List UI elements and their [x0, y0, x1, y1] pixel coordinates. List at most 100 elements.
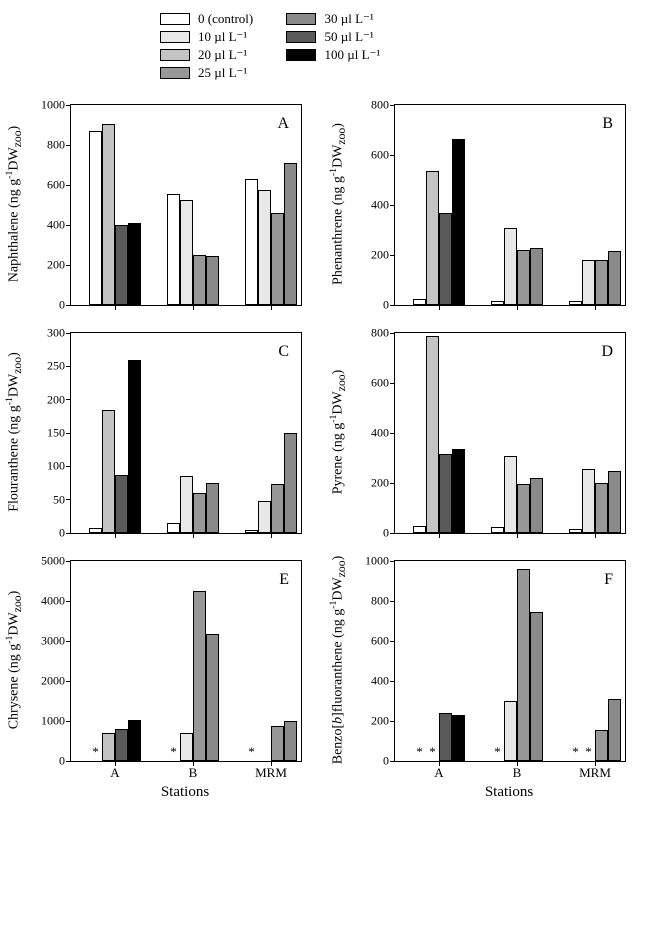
y-tick: [390, 205, 395, 206]
bar: [504, 228, 517, 306]
bar: [284, 163, 297, 305]
y-tick: [66, 561, 71, 562]
y-tick-label: 800: [355, 98, 389, 113]
bar: [258, 190, 271, 305]
bar: [115, 475, 128, 533]
bar: [595, 730, 608, 761]
bar: [608, 471, 621, 534]
panel-letter: C: [278, 343, 289, 361]
legend-col-2: 30 µl L⁻¹50 µl L⁻¹100 µl L⁻¹: [286, 10, 380, 64]
bar: [595, 260, 608, 305]
bar: [271, 213, 284, 305]
y-tick-label: 50: [31, 492, 65, 507]
bar: [102, 124, 115, 305]
legend-item: 100 µl L⁻¹: [286, 46, 380, 64]
y-tick: [66, 641, 71, 642]
bar: [439, 454, 452, 533]
legend-swatch: [286, 49, 316, 61]
asterisk-marker: *: [585, 744, 592, 760]
bar: [595, 483, 608, 533]
legend-swatch: [286, 13, 316, 25]
x-tick: [271, 533, 272, 538]
chart-panel-A: Naphthalene (ng g-1DWzoo)020040060080010…: [24, 100, 324, 350]
y-tick: [66, 333, 71, 334]
asterisk-marker: *: [494, 744, 501, 760]
bar: [193, 591, 206, 761]
bar: [115, 729, 128, 761]
y-tick-label: 300: [31, 326, 65, 341]
y-tick-label: 800: [355, 326, 389, 341]
legend-swatch: [160, 13, 190, 25]
x-tick-label: MRM: [579, 765, 611, 781]
x-axis-label: Stations: [70, 784, 300, 801]
x-tick-label: B: [189, 765, 198, 781]
legend-item: 20 µl L⁻¹: [160, 46, 253, 64]
bar: [284, 433, 297, 533]
bar: [504, 456, 517, 534]
bar: [530, 248, 543, 306]
bar: [582, 260, 595, 305]
bar: [167, 194, 180, 305]
y-axis-label: Flouranthene (ng g-1DWzoo): [4, 352, 24, 512]
y-tick-label: 0: [31, 298, 65, 313]
bar: [102, 410, 115, 533]
x-tick: [193, 533, 194, 538]
bar: [115, 225, 128, 305]
asterisk-marker: *: [429, 744, 436, 760]
bar: [426, 171, 439, 305]
y-tick-label: 600: [355, 148, 389, 163]
y-tick: [390, 641, 395, 642]
y-axis-label: Pyrene (ng g-1DWzoo): [328, 370, 348, 495]
x-tick: [595, 305, 596, 310]
y-tick-label: 400: [355, 674, 389, 689]
panel-letter: D: [601, 343, 613, 361]
legend-item: 30 µl L⁻¹: [286, 10, 380, 28]
y-tick-label: 1000: [31, 714, 65, 729]
bar: [284, 721, 297, 761]
y-tick: [66, 433, 71, 434]
y-tick: [390, 721, 395, 722]
y-tick: [66, 305, 71, 306]
bar: [426, 336, 439, 534]
y-tick: [390, 483, 395, 484]
asterisk-marker: *: [248, 744, 255, 760]
y-tick: [66, 601, 71, 602]
panel-letter: B: [602, 115, 613, 133]
figure-container: 0 (control)10 µl L⁻¹20 µl L⁻¹25 µl L⁻¹ 3…: [0, 0, 652, 930]
y-tick: [66, 721, 71, 722]
y-tick: [390, 681, 395, 682]
y-tick: [390, 255, 395, 256]
x-tick-label: A: [110, 765, 119, 781]
y-tick: [390, 761, 395, 762]
panel-row: Chrysene (ng g-1DWzoo)010002000300040005…: [0, 556, 652, 810]
y-axis-label: Naphthalene (ng g-1DWzoo): [4, 126, 24, 282]
y-tick-label: 800: [31, 138, 65, 153]
bar: [128, 360, 141, 533]
bar: [128, 720, 141, 761]
y-tick-label: 0: [31, 754, 65, 769]
bar: [530, 478, 543, 533]
y-axis-label: Phenanthrene (ng g-1DWzoo): [328, 123, 348, 285]
y-tick-label: 3000: [31, 634, 65, 649]
plot-area: 02004006008001000F**A*B**MRM: [394, 560, 626, 762]
x-tick: [517, 533, 518, 538]
panel-row: Naphthalene (ng g-1DWzoo)020040060080010…: [0, 100, 652, 322]
y-tick-label: 0: [355, 754, 389, 769]
bar: [193, 493, 206, 533]
y-tick-label: 600: [355, 376, 389, 391]
y-tick-label: 0: [355, 298, 389, 313]
y-tick-label: 400: [31, 218, 65, 233]
y-tick-label: 0: [31, 526, 65, 541]
x-tick: [595, 533, 596, 538]
bar: [439, 713, 452, 761]
y-tick: [66, 533, 71, 534]
y-tick-label: 200: [355, 714, 389, 729]
bar: [582, 469, 595, 533]
y-tick: [66, 399, 71, 400]
legend-label: 50 µl L⁻¹: [324, 29, 373, 45]
y-tick-label: 200: [31, 392, 65, 407]
y-tick-label: 200: [355, 476, 389, 491]
bar: [206, 256, 219, 305]
y-tick: [390, 561, 395, 562]
bar: [491, 301, 504, 305]
